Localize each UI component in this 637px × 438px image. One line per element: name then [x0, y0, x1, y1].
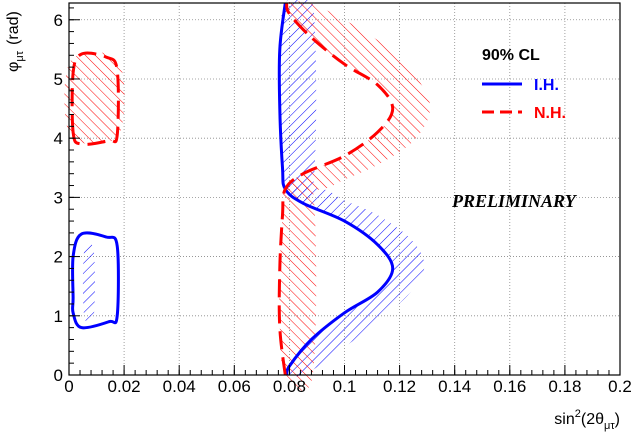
- y-tick-label: 5: [54, 70, 63, 89]
- x-tick-label: 0.12: [383, 377, 416, 396]
- x-tick-label: 0.02: [108, 377, 141, 396]
- hatch-region: [284, 1, 431, 191]
- y-axis-title: φμτ(rad): [5, 11, 26, 72]
- y-tick-labels: 0 1 2 3 4 5 6: [54, 11, 63, 385]
- contour-line: [277, 2, 395, 376]
- x-tick-label: 0.2: [608, 377, 632, 396]
- x-tick-labels: 0 0.02 0.04 0.06 0.08 0.1 0.12 0.14 0.16 0.18 0.2: [64, 377, 632, 396]
- hatch-region: [64, 51, 125, 145]
- x-tick-label: 0.06: [218, 377, 251, 396]
- contour-line: [71, 231, 120, 330]
- hatch-region: [279, 0, 317, 204]
- x-axis-title: sin2(2θμτ): [554, 408, 620, 432]
- legend-label-nh: N.H.: [534, 105, 566, 122]
- x-tick-label: 0: [64, 377, 73, 396]
- preliminary-annotation: PRELIMINARY: [451, 191, 578, 211]
- contour-curves: [70, 2, 395, 376]
- legend-title: 90% CL: [482, 47, 540, 64]
- y-tick-label: 6: [54, 11, 63, 30]
- y-tick-label: 3: [54, 188, 63, 207]
- hatch-region: [284, 187, 425, 377]
- x-tick-label: 0.14: [438, 377, 471, 396]
- contour-line: [70, 51, 120, 146]
- hatch-region: [82, 242, 95, 324]
- x-tick-label: 0.1: [333, 377, 357, 396]
- y-tick-label: 1: [54, 307, 63, 326]
- y-tick-label: 0: [54, 366, 63, 385]
- x-tick-label: 0.16: [493, 377, 526, 396]
- x-tick-label: 0.08: [273, 377, 306, 396]
- axis-ticks: [68, 7, 621, 376]
- y-tick-label: 2: [54, 248, 63, 267]
- x-tick-label: 0.04: [163, 377, 196, 396]
- hatch-region: [279, 174, 317, 391]
- x-tick-label: 0.18: [548, 377, 581, 396]
- y-tick-label: 4: [54, 129, 63, 148]
- contour-line: [277, 2, 395, 376]
- hatched-bands: [64, 0, 431, 391]
- legend: 90% CL I.H. N.H.: [482, 47, 566, 122]
- legend-label-ih: I.H.: [534, 77, 559, 94]
